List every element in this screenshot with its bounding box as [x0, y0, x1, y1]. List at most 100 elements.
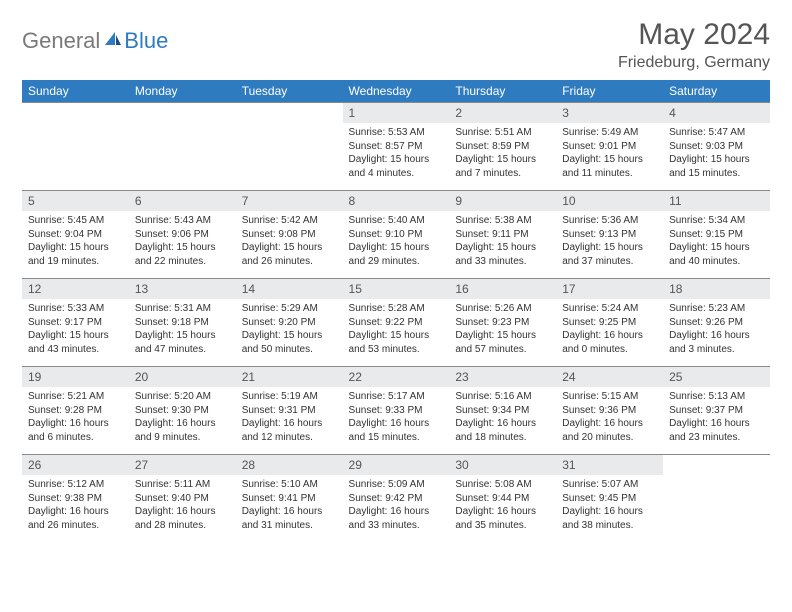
day-number: 13: [129, 279, 236, 299]
day-number: 17: [556, 279, 663, 299]
calendar-cell-empty: [129, 103, 236, 191]
calendar-cell: 25Sunrise: 5:13 AMSunset: 9:37 PMDayligh…: [663, 367, 770, 455]
day-details: Sunrise: 5:47 AMSunset: 9:03 PMDaylight:…: [663, 123, 770, 183]
day-details: Sunrise: 5:09 AMSunset: 9:42 PMDaylight:…: [343, 475, 450, 535]
day-number: 29: [343, 455, 450, 475]
day-details: Sunrise: 5:08 AMSunset: 9:44 PMDaylight:…: [449, 475, 556, 535]
calendar-cell: 7Sunrise: 5:42 AMSunset: 9:08 PMDaylight…: [236, 191, 343, 279]
day-details: Sunrise: 5:10 AMSunset: 9:41 PMDaylight:…: [236, 475, 343, 535]
calendar-row: 1Sunrise: 5:53 AMSunset: 8:57 PMDaylight…: [22, 103, 770, 191]
day-details: Sunrise: 5:16 AMSunset: 9:34 PMDaylight:…: [449, 387, 556, 447]
calendar-cell: 18Sunrise: 5:23 AMSunset: 9:26 PMDayligh…: [663, 279, 770, 367]
day-details: Sunrise: 5:53 AMSunset: 8:57 PMDaylight:…: [343, 123, 450, 183]
calendar-cell: 6Sunrise: 5:43 AMSunset: 9:06 PMDaylight…: [129, 191, 236, 279]
day-details: Sunrise: 5:45 AMSunset: 9:04 PMDaylight:…: [22, 211, 129, 271]
day-number: 31: [556, 455, 663, 475]
day-details: Sunrise: 5:51 AMSunset: 8:59 PMDaylight:…: [449, 123, 556, 183]
day-details: Sunrise: 5:42 AMSunset: 9:08 PMDaylight:…: [236, 211, 343, 271]
day-details: Sunrise: 5:29 AMSunset: 9:20 PMDaylight:…: [236, 299, 343, 359]
day-number: 4: [663, 103, 770, 123]
weekday-header: Tuesday: [236, 80, 343, 103]
day-number: 25: [663, 367, 770, 387]
calendar-cell: 30Sunrise: 5:08 AMSunset: 9:44 PMDayligh…: [449, 455, 556, 543]
calendar-cell: 1Sunrise: 5:53 AMSunset: 8:57 PMDaylight…: [343, 103, 450, 191]
day-number: 16: [449, 279, 556, 299]
day-number: 1: [343, 103, 450, 123]
day-number: 14: [236, 279, 343, 299]
day-details: Sunrise: 5:07 AMSunset: 9:45 PMDaylight:…: [556, 475, 663, 535]
calendar-cell: 14Sunrise: 5:29 AMSunset: 9:20 PMDayligh…: [236, 279, 343, 367]
day-details: Sunrise: 5:43 AMSunset: 9:06 PMDaylight:…: [129, 211, 236, 271]
weekday-header: Saturday: [663, 80, 770, 103]
calendar-cell: 4Sunrise: 5:47 AMSunset: 9:03 PMDaylight…: [663, 103, 770, 191]
weekday-header: Thursday: [449, 80, 556, 103]
day-details: Sunrise: 5:26 AMSunset: 9:23 PMDaylight:…: [449, 299, 556, 359]
day-details: Sunrise: 5:40 AMSunset: 9:10 PMDaylight:…: [343, 211, 450, 271]
day-number: 30: [449, 455, 556, 475]
calendar-row: 5Sunrise: 5:45 AMSunset: 9:04 PMDaylight…: [22, 191, 770, 279]
calendar-cell: 9Sunrise: 5:38 AMSunset: 9:11 PMDaylight…: [449, 191, 556, 279]
calendar-row: 19Sunrise: 5:21 AMSunset: 9:28 PMDayligh…: [22, 367, 770, 455]
weekday-header: Monday: [129, 80, 236, 103]
day-number: 24: [556, 367, 663, 387]
calendar-cell: 29Sunrise: 5:09 AMSunset: 9:42 PMDayligh…: [343, 455, 450, 543]
calendar-cell: 22Sunrise: 5:17 AMSunset: 9:33 PMDayligh…: [343, 367, 450, 455]
calendar-body: 1Sunrise: 5:53 AMSunset: 8:57 PMDaylight…: [22, 103, 770, 543]
day-details: Sunrise: 5:13 AMSunset: 9:37 PMDaylight:…: [663, 387, 770, 447]
title-block: May 2024 Friedeburg, Germany: [618, 18, 770, 72]
day-number: 28: [236, 455, 343, 475]
day-details: Sunrise: 5:19 AMSunset: 9:31 PMDaylight:…: [236, 387, 343, 447]
day-number: 2: [449, 103, 556, 123]
day-details: Sunrise: 5:36 AMSunset: 9:13 PMDaylight:…: [556, 211, 663, 271]
weekday-header: Wednesday: [343, 80, 450, 103]
calendar-cell: 8Sunrise: 5:40 AMSunset: 9:10 PMDaylight…: [343, 191, 450, 279]
calendar-cell: 28Sunrise: 5:10 AMSunset: 9:41 PMDayligh…: [236, 455, 343, 543]
brand-logo: General Blue: [22, 18, 168, 54]
calendar-table: SundayMondayTuesdayWednesdayThursdayFrid…: [22, 80, 770, 543]
day-number: 10: [556, 191, 663, 211]
day-number: 12: [22, 279, 129, 299]
day-number: 27: [129, 455, 236, 475]
weekday-header: Friday: [556, 80, 663, 103]
calendar-cell: 15Sunrise: 5:28 AMSunset: 9:22 PMDayligh…: [343, 279, 450, 367]
day-details: Sunrise: 5:31 AMSunset: 9:18 PMDaylight:…: [129, 299, 236, 359]
calendar-cell: 10Sunrise: 5:36 AMSunset: 9:13 PMDayligh…: [556, 191, 663, 279]
month-title: May 2024: [618, 18, 770, 52]
calendar-cell: 19Sunrise: 5:21 AMSunset: 9:28 PMDayligh…: [22, 367, 129, 455]
weekday-header: Sunday: [22, 80, 129, 103]
day-details: Sunrise: 5:11 AMSunset: 9:40 PMDaylight:…: [129, 475, 236, 535]
calendar-cell: 3Sunrise: 5:49 AMSunset: 9:01 PMDaylight…: [556, 103, 663, 191]
location-label: Friedeburg, Germany: [618, 54, 770, 72]
calendar-cell: 12Sunrise: 5:33 AMSunset: 9:17 PMDayligh…: [22, 279, 129, 367]
calendar-cell: 13Sunrise: 5:31 AMSunset: 9:18 PMDayligh…: [129, 279, 236, 367]
calendar-cell: 21Sunrise: 5:19 AMSunset: 9:31 PMDayligh…: [236, 367, 343, 455]
calendar-cell: 11Sunrise: 5:34 AMSunset: 9:15 PMDayligh…: [663, 191, 770, 279]
day-details: Sunrise: 5:38 AMSunset: 9:11 PMDaylight:…: [449, 211, 556, 271]
calendar-cell-empty: [22, 103, 129, 191]
day-details: Sunrise: 5:33 AMSunset: 9:17 PMDaylight:…: [22, 299, 129, 359]
day-details: Sunrise: 5:21 AMSunset: 9:28 PMDaylight:…: [22, 387, 129, 447]
day-details: Sunrise: 5:23 AMSunset: 9:26 PMDaylight:…: [663, 299, 770, 359]
day-number: 3: [556, 103, 663, 123]
day-details: Sunrise: 5:49 AMSunset: 9:01 PMDaylight:…: [556, 123, 663, 183]
calendar-cell: 23Sunrise: 5:16 AMSunset: 9:34 PMDayligh…: [449, 367, 556, 455]
day-details: Sunrise: 5:15 AMSunset: 9:36 PMDaylight:…: [556, 387, 663, 447]
calendar-cell: 31Sunrise: 5:07 AMSunset: 9:45 PMDayligh…: [556, 455, 663, 543]
calendar-cell: 5Sunrise: 5:45 AMSunset: 9:04 PMDaylight…: [22, 191, 129, 279]
calendar-cell: 2Sunrise: 5:51 AMSunset: 8:59 PMDaylight…: [449, 103, 556, 191]
page-header: General Blue May 2024 Friedeburg, German…: [22, 18, 770, 72]
calendar-cell: 27Sunrise: 5:11 AMSunset: 9:40 PMDayligh…: [129, 455, 236, 543]
day-details: Sunrise: 5:12 AMSunset: 9:38 PMDaylight:…: [22, 475, 129, 535]
weekday-header-row: SundayMondayTuesdayWednesdayThursdayFrid…: [22, 80, 770, 103]
day-details: Sunrise: 5:17 AMSunset: 9:33 PMDaylight:…: [343, 387, 450, 447]
day-number: 11: [663, 191, 770, 211]
day-number: 15: [343, 279, 450, 299]
day-number: 7: [236, 191, 343, 211]
day-number: 6: [129, 191, 236, 211]
day-number: 21: [236, 367, 343, 387]
day-details: Sunrise: 5:28 AMSunset: 9:22 PMDaylight:…: [343, 299, 450, 359]
day-details: Sunrise: 5:20 AMSunset: 9:30 PMDaylight:…: [129, 387, 236, 447]
calendar-cell: 24Sunrise: 5:15 AMSunset: 9:36 PMDayligh…: [556, 367, 663, 455]
brand-text-2: Blue: [124, 28, 168, 54]
calendar-cell: 16Sunrise: 5:26 AMSunset: 9:23 PMDayligh…: [449, 279, 556, 367]
